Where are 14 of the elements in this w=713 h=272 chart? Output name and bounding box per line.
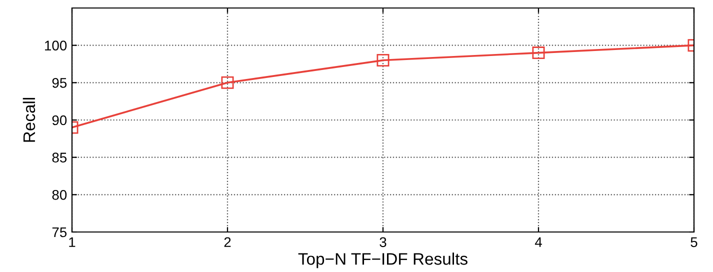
y-axis-title: Recall	[22, 98, 36, 142]
y-tick-label: 95	[52, 78, 67, 88]
y-tick-label: 90	[52, 115, 67, 126]
y-tick-label: 75	[52, 227, 67, 238]
x-tick-label: 4	[534, 237, 542, 247]
x-tick-label: 1	[69, 237, 76, 247]
point	[376, 54, 390, 67]
y-tick-label: 80	[52, 190, 67, 200]
x-tick-label: 5	[690, 237, 698, 248]
x-tick-label: 3	[380, 237, 386, 248]
x-axis-title: Top−N TF−IDF Results	[298, 252, 468, 268]
y-tick-label: 85	[52, 152, 67, 163]
y-tick-label: 100	[45, 40, 67, 51]
x-tick-label: 2	[224, 237, 231, 247]
